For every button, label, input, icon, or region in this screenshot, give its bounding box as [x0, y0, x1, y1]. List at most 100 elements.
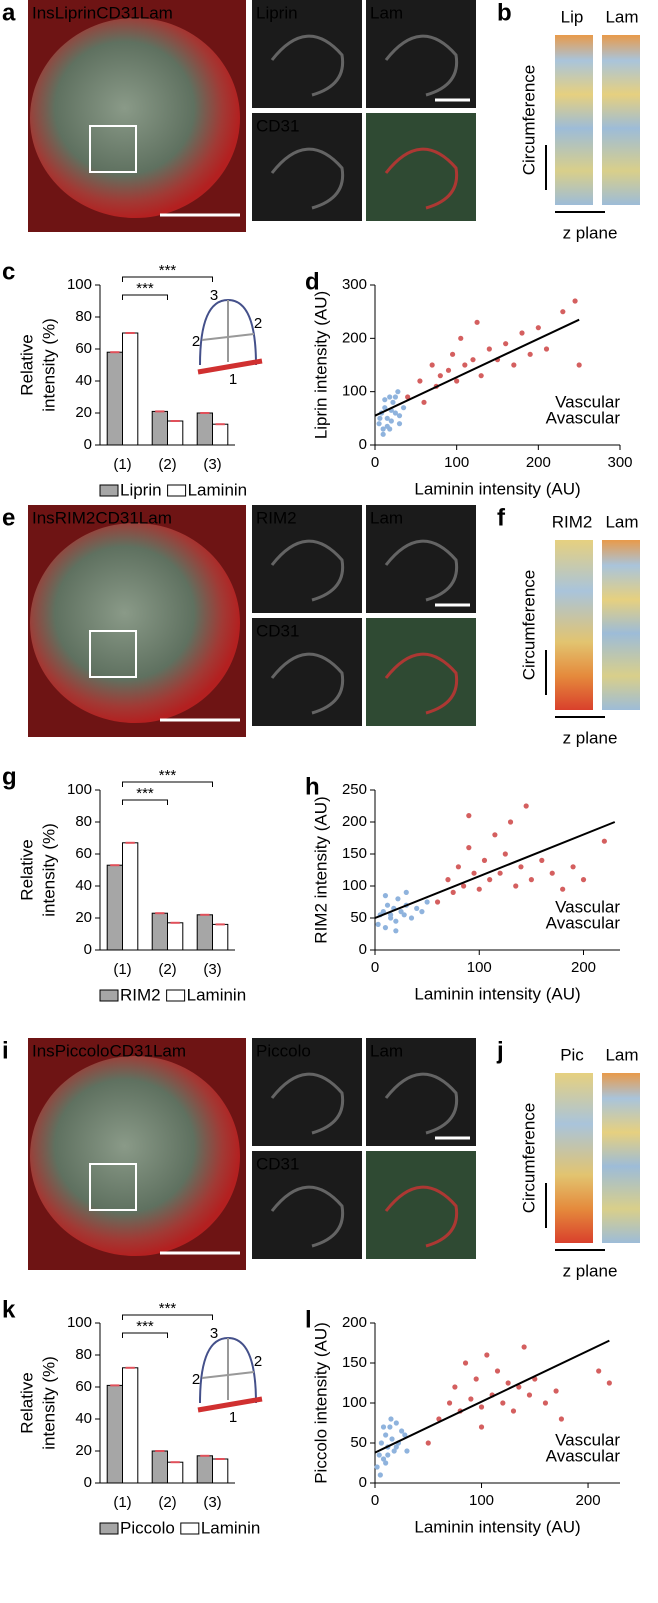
point [476, 886, 482, 892]
significance-bracket [122, 781, 213, 787]
profile-label: Lam [605, 512, 638, 531]
y-tick-label: 250 [342, 781, 367, 798]
point [494, 1368, 501, 1374]
point [503, 341, 509, 347]
x-tick-label: (1) [113, 1494, 131, 1511]
structure [270, 539, 345, 602]
x-tick-label: 100 [444, 454, 469, 471]
point [481, 857, 488, 864]
significance-label: *** [136, 1318, 154, 1335]
legend-label: Laminin [188, 480, 248, 499]
panel-letter: e [2, 504, 15, 531]
legend-label: Avascular [546, 913, 621, 932]
bar [122, 1367, 139, 1484]
point [376, 1452, 382, 1458]
channel-label: Lam [370, 1041, 403, 1060]
x-axis-label: Laminin intensity (AU) [414, 479, 580, 498]
channel-image [366, 505, 476, 613]
point [519, 330, 525, 336]
y-tick-label: 50 [350, 909, 367, 926]
point [570, 864, 576, 870]
significance-label: *** [159, 767, 177, 784]
legend-label: Vascular [555, 392, 620, 411]
x-tick-label: 200 [571, 959, 596, 976]
structure [270, 1185, 345, 1248]
point [399, 1428, 405, 1434]
channel-label: CD31 [256, 116, 299, 135]
inset-red [197, 1396, 263, 1413]
profile-label: RIM2 [552, 512, 593, 531]
point [380, 1456, 387, 1462]
point [417, 378, 423, 384]
bar [122, 842, 139, 951]
point [382, 397, 388, 403]
x-tick-label: 100 [469, 1492, 494, 1509]
significance-bracket [122, 294, 168, 300]
point [419, 909, 425, 915]
inset-label: 1 [229, 1409, 237, 1426]
legend-swatch [99, 484, 119, 497]
overlay-label: Piccolo [55, 1041, 110, 1060]
structure [270, 1072, 345, 1135]
channel-image [366, 113, 476, 221]
y-tick-label: 100 [342, 877, 367, 894]
point [486, 346, 492, 352]
inset-cross [201, 333, 255, 341]
legend-swatch [180, 1522, 200, 1535]
point [560, 309, 566, 315]
channel-image [252, 113, 362, 221]
bar [196, 914, 213, 951]
profile-label: Lip [561, 7, 584, 26]
inset-box [89, 630, 137, 678]
bar [106, 864, 123, 951]
overlay-label: Ins [32, 1041, 55, 1060]
y-tick-label: 100 [67, 1314, 92, 1331]
profile-stripe [602, 1073, 640, 1243]
channel-label: CD31 [256, 621, 299, 640]
x-tick-label: (2) [158, 961, 176, 978]
bar [196, 412, 213, 446]
fit-line [374, 821, 616, 919]
point [474, 319, 480, 325]
point [502, 851, 508, 857]
fit-line [374, 1339, 610, 1454]
bar [167, 420, 184, 446]
point [558, 1416, 565, 1422]
channel-label: Lam [370, 508, 403, 527]
structure [270, 34, 345, 97]
point [549, 870, 555, 876]
structure [270, 147, 345, 210]
bar [167, 922, 184, 951]
point [470, 357, 476, 363]
y-tick-label: 50 [350, 1434, 367, 1451]
profile-z: z plane [563, 223, 618, 242]
point [377, 415, 383, 421]
profile-z: z plane [563, 1261, 618, 1280]
overlay-label: Ins [32, 3, 55, 22]
point [473, 1376, 479, 1382]
inset-label: 2 [254, 1353, 262, 1370]
significance-label: *** [136, 280, 154, 297]
y-tick-label: 100 [342, 1394, 367, 1411]
y-tick-label: 150 [342, 1354, 367, 1371]
inset-cross [201, 1371, 255, 1379]
y-axis-label: intensity (%) [39, 823, 58, 917]
profile-stripe [555, 540, 593, 710]
point [572, 298, 578, 304]
point [402, 1432, 408, 1438]
y-tick-label: 100 [342, 383, 367, 400]
y-tick-label: 100 [67, 781, 92, 798]
x-tick-label: (3) [203, 1494, 221, 1511]
point [388, 1416, 394, 1422]
point [450, 889, 456, 896]
point [535, 325, 541, 331]
point [528, 877, 534, 883]
point [468, 1396, 474, 1402]
profile-axis: Circumference [519, 570, 538, 681]
point [382, 405, 388, 411]
point [421, 399, 427, 405]
channel-image [252, 1151, 362, 1259]
overlay-label: Lam [139, 508, 172, 527]
panel-letter: j [496, 1037, 504, 1064]
y-tick-label: 40 [75, 877, 92, 894]
